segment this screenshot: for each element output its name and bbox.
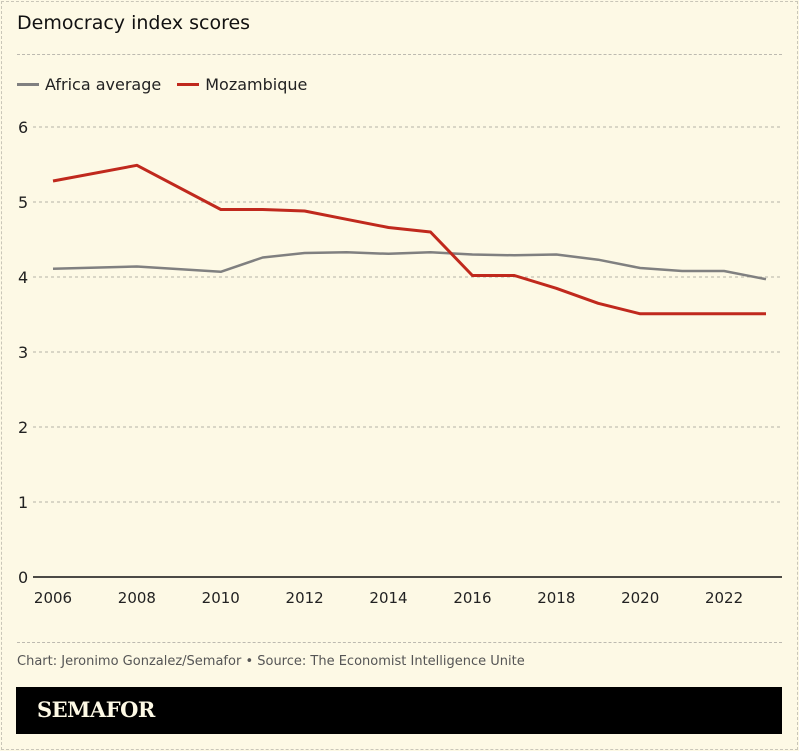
x-tick-label: 2020 [621,589,659,607]
chart-credit: Chart: Jeronimo Gonzalez/Semafor • Sourc… [17,654,525,669]
x-tick-label: 2014 [369,589,407,607]
series-line-africa-average [52,251,767,281]
legend-swatch [177,83,200,86]
brand-bar: SEMAFOR [16,687,782,734]
x-tick-label: 2006 [34,589,72,607]
x-tick-label: 2010 [202,589,240,607]
y-tick-label: 3 [18,343,28,362]
semafor-logo: SEMAFOR [37,697,155,722]
y-tick-label: 1 [18,493,28,512]
y-tick-label: 0 [18,568,28,587]
divider [17,54,782,55]
x-tick-label: 2012 [286,589,324,607]
legend-label: Mozambique [205,75,308,94]
y-tick-label: 5 [18,193,28,212]
x-tick-label: 2016 [453,589,491,607]
x-tick-label: 2018 [537,589,575,607]
legend-item-africa: Africa average [17,75,161,94]
divider [17,642,782,643]
legend-item-mozambique: Mozambique [177,75,307,94]
legend: Africa average Mozambique [17,75,307,94]
x-tick-label: 2022 [705,589,743,607]
legend-label: Africa average [45,75,162,94]
y-tick-label: 2 [18,418,28,437]
y-tick-label: 6 [18,118,28,137]
chart-title: Democracy index scores [17,12,251,34]
series-line-mozambique [52,163,766,316]
x-tick-label: 2008 [118,589,156,607]
legend-swatch [17,83,39,86]
line-chart: 0 1 2 3 4 5 6 2006 2008 2010 2012 2014 2016 2018 2020 2… [18,118,782,607]
y-tick-label: 4 [18,268,28,287]
